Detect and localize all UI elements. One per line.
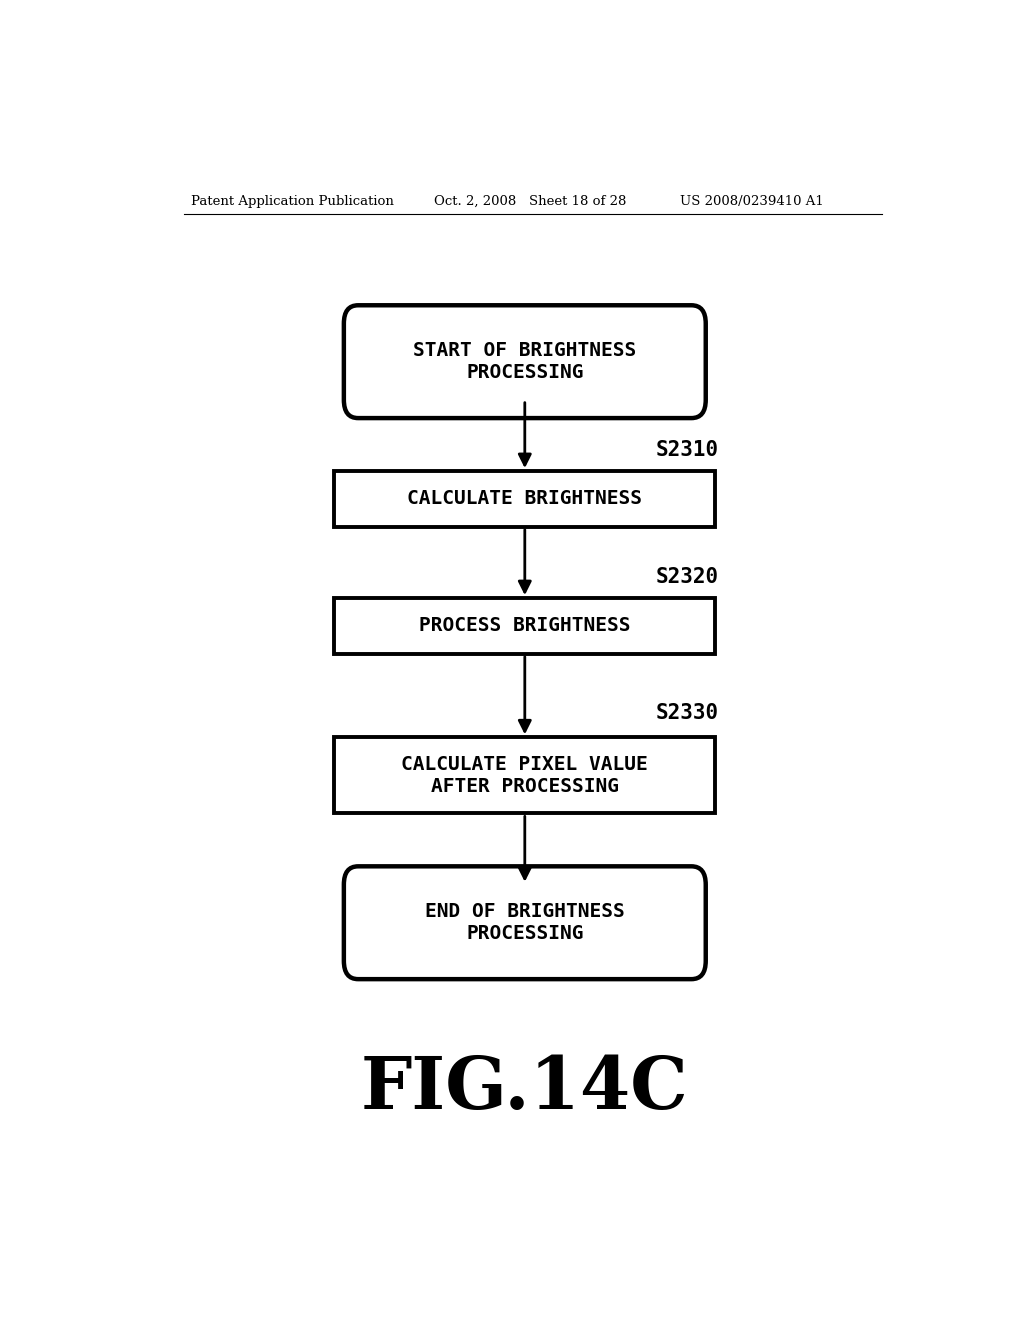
Text: Oct. 2, 2008   Sheet 18 of 28: Oct. 2, 2008 Sheet 18 of 28 xyxy=(433,194,626,207)
Text: CALCULATE PIXEL VALUE
AFTER PROCESSING: CALCULATE PIXEL VALUE AFTER PROCESSING xyxy=(401,755,648,796)
Text: S2330: S2330 xyxy=(656,702,719,722)
Text: START OF BRIGHTNESS
PROCESSING: START OF BRIGHTNESS PROCESSING xyxy=(413,341,637,383)
Text: S2310: S2310 xyxy=(656,441,719,461)
Bar xyxy=(334,598,715,653)
Text: END OF BRIGHTNESS
PROCESSING: END OF BRIGHTNESS PROCESSING xyxy=(425,903,625,944)
FancyBboxPatch shape xyxy=(344,305,706,418)
Text: FIG.14C: FIG.14C xyxy=(360,1053,689,1123)
Bar xyxy=(334,471,715,527)
Bar xyxy=(334,738,715,813)
Text: PROCESS BRIGHTNESS: PROCESS BRIGHTNESS xyxy=(419,616,631,635)
FancyBboxPatch shape xyxy=(344,866,706,979)
Text: S2320: S2320 xyxy=(656,568,719,587)
Text: Patent Application Publication: Patent Application Publication xyxy=(191,194,394,207)
Text: US 2008/0239410 A1: US 2008/0239410 A1 xyxy=(680,194,823,207)
Text: CALCULATE BRIGHTNESS: CALCULATE BRIGHTNESS xyxy=(408,490,642,508)
